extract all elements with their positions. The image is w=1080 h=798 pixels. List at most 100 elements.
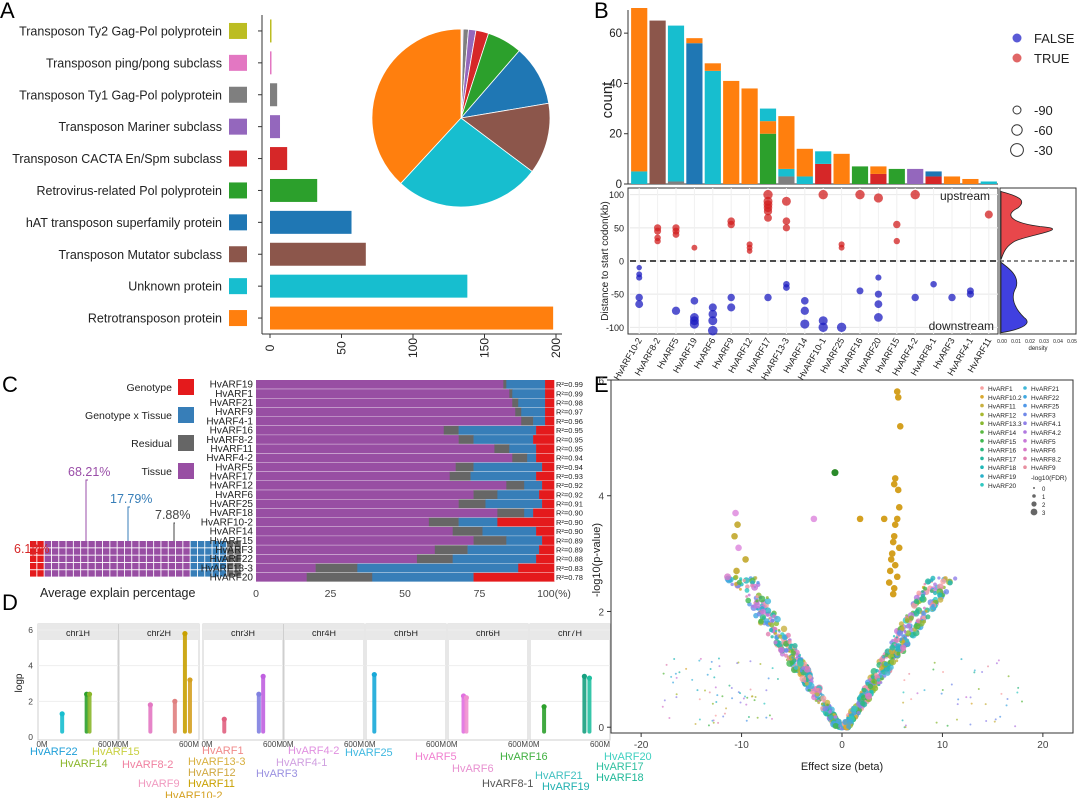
d-gene-label: HvARF16 [500,751,548,763]
c-waffle-cell [51,548,59,555]
a-pie-slice [460,102,551,173]
e-scatter-point-sparse [1000,692,1003,695]
c-gene-label: HvARF11 [210,444,253,455]
c-waffle-cell [227,562,234,570]
c-bar-segment [497,508,525,518]
c-waffle-cell [183,570,190,577]
e-scatter-point [929,589,934,593]
c-waffle-pct-label: 68.21% [68,465,110,479]
e-scatter-point [912,610,920,617]
c-waffle-cell [146,555,154,562]
d-facet-strip [284,624,364,640]
a-category-swatch [229,246,247,263]
e-scatter-point [807,682,815,690]
c-bar-segment [512,398,519,408]
c-waffle-cell [88,548,95,555]
b-bar-segment [631,171,648,184]
c-waffle-cell [161,562,168,570]
e-scatter-point [824,712,829,717]
e-scatter-point [807,674,813,679]
e-scatter-point [922,606,926,610]
e-scatter-point [736,579,742,585]
d-facet-frame [283,623,365,741]
e-scatter-point [884,670,891,676]
e-scatter-point [893,636,900,643]
c-bar-segment [542,481,555,491]
d-gene-label: HvARF19 [542,781,590,793]
a-pie-slice [371,28,462,185]
c-r2-label: R²=0.94 [556,463,583,472]
e-legend-label: HvARF5 [1031,439,1056,446]
e-scatter-point-sparse [714,686,717,689]
c-bar-segment [256,425,445,436]
c-bar-segment [458,425,537,436]
e-scatter-point-sparse [1017,686,1020,689]
b-size-legend-label: -30 [1034,143,1053,158]
e-legend-label: HvARF13.3 [988,421,1022,428]
b-scatter-point [782,217,791,226]
e-scatter-point-sparse [698,698,701,701]
e-scatter-point-sparse [765,689,768,692]
e-legend-dot [980,395,984,399]
d-peak-point [260,673,266,679]
c-waffle-cell [176,548,183,555]
c-bar-segment [455,462,474,472]
e-legend-dot [980,403,984,408]
d-peak-point [147,702,153,708]
e-scatter-point-sparse [708,691,711,694]
b-scatter-point [654,227,662,235]
b-scatter-y-tick-label: -50 [611,290,624,300]
e-scatter-point-sparse [714,714,717,717]
e-scatter-point [847,718,854,725]
b-y-tick-label: 0 [616,179,622,191]
e-scatter-point [943,589,950,595]
e-size-legend-label: 3 [1042,511,1046,517]
e-legend-label: HvARF1 [988,386,1013,393]
e-highlight-point [890,585,898,592]
e-scatter-point [842,718,849,726]
e-scatter-point [913,598,919,605]
a-x-tick-label: 150 [478,338,492,358]
c-r2-label: R²=0.96 [556,417,583,426]
c-waffle-leader [173,522,175,541]
c-gene-label: HvARF4-1 [206,416,253,427]
e-legend-label: HvARF17 [988,456,1017,463]
d-x-tick-0m: 0M [201,740,212,749]
c-legend-label: Tissue [141,466,172,478]
e-scatter-point [937,592,943,598]
d-y-tick-label: 4 [28,661,33,671]
c-waffle-cell [154,555,161,562]
b-bar-segment [631,8,648,172]
b-bar-segment [962,178,979,184]
e-scatter-point-sparse [710,660,713,663]
b-scatter-point [746,248,753,254]
d-facet-strip [530,624,610,640]
c-waffle-cell [44,548,51,555]
e-scatter-point-sparse [940,692,943,695]
c-waffle-cell [66,562,73,570]
e-scatter-point-sparse [759,662,762,665]
b-bar-segment [833,153,850,184]
c-gene-label: HvARF25 [210,499,254,510]
b-scatter-point [708,303,717,312]
d-gene-label: HvARF5 [415,751,457,763]
d-gene-label: HvARF14 [60,758,108,770]
c-waffle-cell [103,555,110,562]
c-waffle-cell [190,548,197,555]
e-scatter-point-sparse [987,665,990,668]
c-waffle-cell [205,570,212,577]
e-legend-dot [980,447,984,452]
b-bar-segment [796,148,813,177]
d-chromosome-label: chr4H [312,628,336,638]
c-bar-segment [503,380,507,390]
d-x-tick-0m: 0M [36,740,47,749]
a-bar [270,274,468,298]
c-waffle-cell [227,555,234,562]
b-scatter-point [874,300,883,309]
c-bar-segment [256,572,307,582]
c-waffle-title: Average explain percentage [40,586,195,600]
e-scatter-point [768,627,774,633]
c-gene-label: HvARF10-2 [201,517,254,528]
c-waffle-cell [81,555,88,562]
